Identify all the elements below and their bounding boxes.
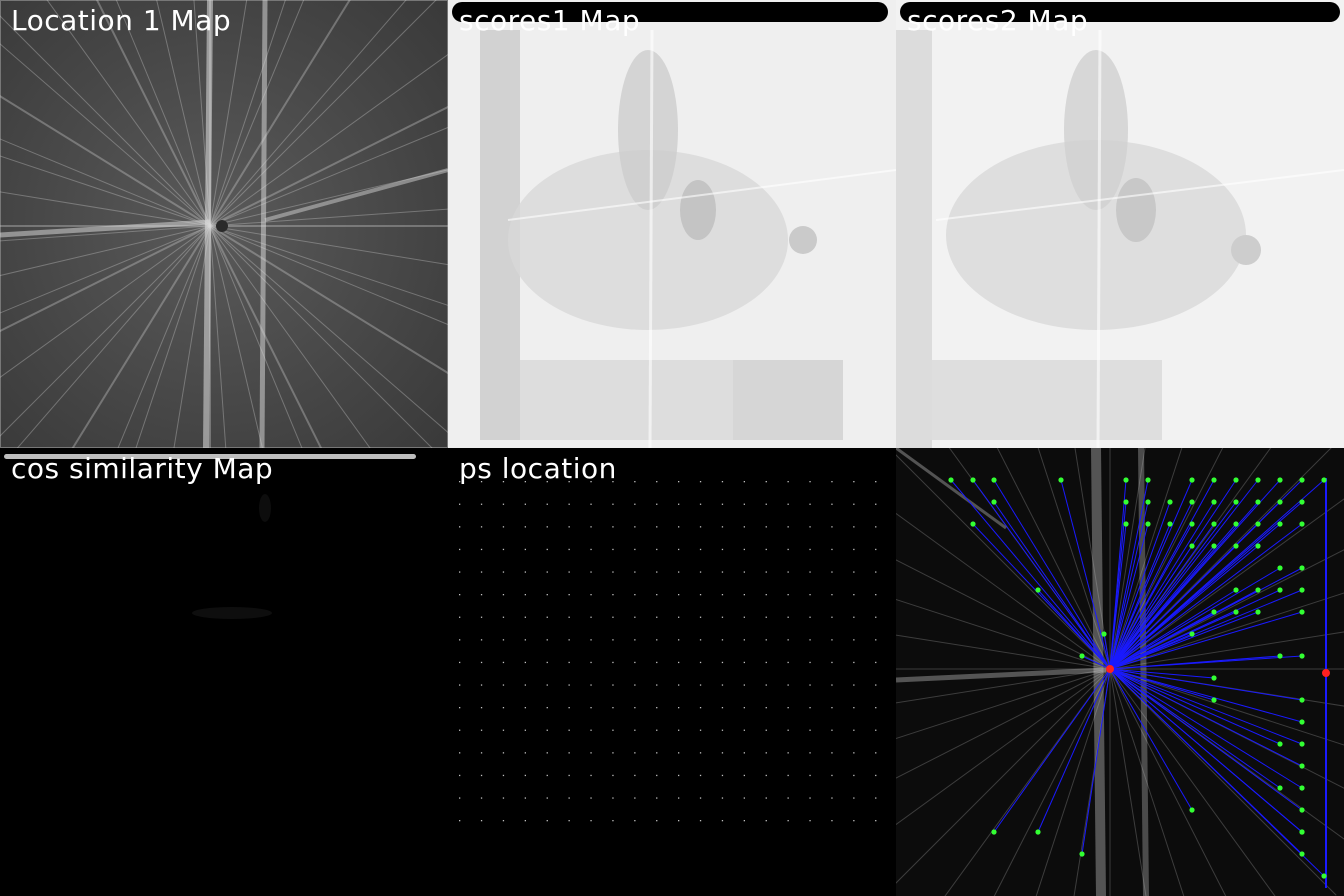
keypoint-marker bbox=[1277, 521, 1283, 527]
keypoint-marker bbox=[1211, 543, 1217, 549]
keypoint-marker bbox=[1277, 653, 1283, 659]
keypoint-marker bbox=[1189, 521, 1195, 527]
keypoint-marker bbox=[1233, 477, 1239, 483]
keypoint-marker bbox=[1299, 829, 1305, 835]
keypoint-marker bbox=[1255, 609, 1261, 615]
keypoint-marker bbox=[991, 477, 997, 483]
keypoint-marker bbox=[1058, 477, 1064, 483]
keypoint-marker bbox=[1299, 653, 1305, 659]
keypoint-marker bbox=[1189, 543, 1195, 549]
keypoint-marker bbox=[1233, 543, 1239, 549]
scores2-map-panel: scores2 Map bbox=[896, 0, 1344, 448]
ps-location-panel: ps location bbox=[448, 448, 896, 896]
scores1-map-panel: scores1 Map bbox=[448, 0, 896, 448]
keypoint-marker bbox=[1255, 521, 1261, 527]
keypoint-marker bbox=[1299, 499, 1305, 505]
keypoint-marker bbox=[991, 499, 997, 505]
center-point-a bbox=[1106, 665, 1114, 673]
keypoint-marker bbox=[1211, 609, 1217, 615]
keypoint-marker bbox=[1079, 851, 1085, 857]
matches-panel bbox=[896, 448, 1344, 896]
keypoint-marker bbox=[1277, 565, 1283, 571]
keypoint-marker bbox=[991, 829, 997, 835]
panel-title: scores2 Map bbox=[907, 4, 1089, 37]
scores1-heatmap-image bbox=[448, 0, 896, 448]
keypoint-marker bbox=[948, 477, 954, 483]
keypoint-marker bbox=[1277, 477, 1283, 483]
keypoint-marker bbox=[1211, 521, 1217, 527]
keypoint-marker bbox=[1233, 521, 1239, 527]
keypoint-marker bbox=[1299, 719, 1305, 725]
keypoint-marker bbox=[1211, 499, 1217, 505]
keypoint-marker bbox=[1123, 499, 1129, 505]
keypoint-marker bbox=[1277, 785, 1283, 791]
keypoint-marker bbox=[1321, 477, 1327, 483]
cos-similarity-map-panel: cos similarity Map bbox=[0, 448, 448, 896]
keypoint-marker bbox=[1277, 587, 1283, 593]
keypoint-marker bbox=[1189, 477, 1195, 483]
keypoint-marker bbox=[1233, 499, 1239, 505]
ps-location-grid bbox=[448, 448, 896, 896]
keypoint-marker bbox=[1189, 499, 1195, 505]
matches-overlay-image bbox=[896, 448, 1344, 896]
keypoint-marker bbox=[1299, 763, 1305, 769]
panel-title: cos similarity Map bbox=[11, 452, 274, 485]
keypoint-marker bbox=[1233, 609, 1239, 615]
keypoint-marker bbox=[1299, 697, 1305, 703]
keypoint-marker bbox=[1101, 631, 1107, 637]
keypoint-marker bbox=[1299, 851, 1305, 857]
keypoint-marker bbox=[1255, 477, 1261, 483]
keypoint-marker bbox=[1167, 521, 1173, 527]
keypoint-marker bbox=[1299, 477, 1305, 483]
panel-title: scores1 Map bbox=[459, 4, 641, 37]
keypoint-marker bbox=[1299, 807, 1305, 813]
location1-map-panel: Location 1 Map bbox=[0, 0, 448, 448]
keypoint-marker bbox=[1035, 587, 1041, 593]
keypoint-marker bbox=[1255, 587, 1261, 593]
keypoint-marker bbox=[1123, 477, 1129, 483]
keypoint-marker bbox=[1123, 521, 1129, 527]
keypoint-marker bbox=[1145, 521, 1151, 527]
keypoint-marker bbox=[1321, 873, 1327, 879]
keypoint-marker bbox=[970, 521, 976, 527]
keypoint-marker bbox=[1145, 477, 1151, 483]
panel-title: Location 1 Map bbox=[11, 4, 232, 37]
keypoint-marker bbox=[1299, 565, 1305, 571]
keypoint-marker bbox=[970, 477, 976, 483]
keypoint-marker bbox=[1079, 653, 1085, 659]
location1-radar-image bbox=[0, 0, 448, 448]
scores2-heatmap-image bbox=[896, 0, 1344, 448]
keypoint-marker bbox=[1299, 609, 1305, 615]
keypoint-marker bbox=[1189, 631, 1195, 637]
keypoint-marker bbox=[1255, 543, 1261, 549]
keypoint-marker bbox=[1277, 741, 1283, 747]
cos-similarity-image bbox=[0, 448, 448, 896]
keypoint-marker bbox=[1299, 521, 1305, 527]
keypoint-marker bbox=[1145, 499, 1151, 505]
keypoint-marker bbox=[1211, 675, 1217, 681]
keypoint-marker bbox=[1211, 697, 1217, 703]
keypoint-marker bbox=[1233, 587, 1239, 593]
keypoint-marker bbox=[1189, 807, 1195, 813]
keypoint-marker bbox=[1035, 829, 1041, 835]
center-point-b bbox=[1322, 669, 1330, 677]
keypoint-marker bbox=[1299, 587, 1305, 593]
keypoint-marker bbox=[1255, 499, 1261, 505]
keypoint-marker bbox=[1167, 499, 1173, 505]
panel-title: ps location bbox=[459, 452, 617, 485]
keypoint-marker bbox=[1277, 499, 1283, 505]
keypoint-marker bbox=[1211, 477, 1217, 483]
keypoint-marker bbox=[1299, 741, 1305, 747]
keypoint-marker bbox=[1299, 785, 1305, 791]
